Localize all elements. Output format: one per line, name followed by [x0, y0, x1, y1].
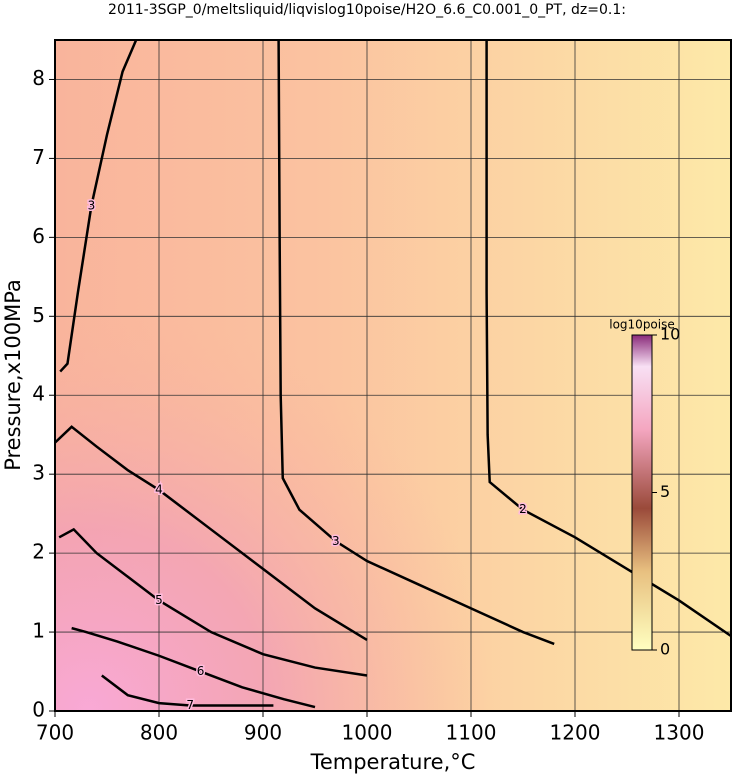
- contour-line: [101, 674, 274, 707]
- contour-line: [58, 527, 368, 677]
- contour-label: 7: [186, 698, 194, 712]
- x-axis-label: Temperature,°C: [310, 750, 476, 774]
- colorbar-tick-label: 10: [660, 325, 680, 344]
- x-tick-label: 900: [244, 721, 282, 745]
- y-tick-label: 1: [32, 619, 45, 643]
- contour-line: [54, 425, 368, 642]
- y-tick-label: 4: [32, 382, 45, 406]
- plot-shade: [55, 40, 731, 711]
- contour-line: [71, 626, 316, 709]
- y-tick-label: 6: [32, 224, 45, 248]
- contour-label: 5: [155, 593, 163, 607]
- x-tick-label: 1200: [550, 721, 601, 745]
- y-tick-label: 3: [32, 461, 45, 485]
- x-tick-label: 1100: [446, 721, 497, 745]
- colorbar-tick-label: 5: [660, 482, 670, 501]
- y-tick-label: 7: [32, 145, 45, 169]
- colorbar-label: log10poise: [609, 318, 675, 332]
- colorbar-tick-label: 0: [660, 640, 670, 659]
- contour-line: [59, 39, 138, 373]
- contour-label: 4: [155, 482, 163, 496]
- x-tick-label: 700: [36, 721, 74, 745]
- x-tick-label: 800: [140, 721, 178, 745]
- contour-label: 2: [519, 502, 527, 516]
- y-tick-label: 8: [32, 66, 45, 90]
- contour-line: [485, 40, 732, 638]
- x-tick-label: 1300: [654, 721, 705, 745]
- x-tick-label: 1000: [342, 721, 393, 745]
- y-axis-label: Pressure,x100MPa: [1, 279, 25, 471]
- y-tick-label: 0: [32, 698, 45, 722]
- contour-label: 6: [197, 664, 205, 678]
- y-tick-label: 5: [32, 303, 45, 327]
- plot-frame: [54, 39, 732, 712]
- y-tick-label: 2: [32, 540, 45, 564]
- contour-line: [277, 39, 555, 646]
- chart-title: 2011-3SGP_0/meltsliquid/liqvislog10poise…: [108, 2, 626, 18]
- colorbar: [631, 334, 653, 651]
- contour-label: 3: [88, 198, 96, 212]
- contour-label: 3: [332, 534, 340, 548]
